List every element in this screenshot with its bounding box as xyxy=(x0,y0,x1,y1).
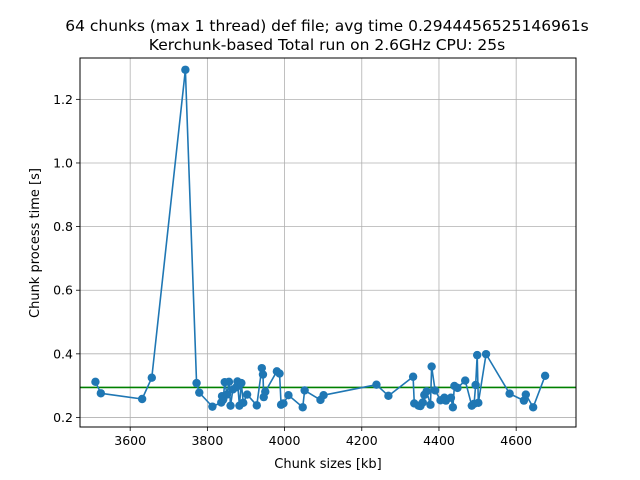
data-point xyxy=(453,383,462,393)
data-point xyxy=(226,401,235,410)
y-tick-label: 0.2 xyxy=(53,410,73,425)
y-tick-label: 0.6 xyxy=(53,283,73,298)
data-point xyxy=(427,362,436,371)
x-axis: 3600 3800 4000 4200 4400 4600 xyxy=(114,427,532,448)
data-point xyxy=(540,371,550,380)
data-point xyxy=(181,65,190,74)
data-point xyxy=(521,390,531,399)
data-point xyxy=(237,378,246,388)
x-tick-label: 4400 xyxy=(423,433,455,448)
chart-title: 64 chunks (max 1 thread) def file; avg t… xyxy=(65,17,588,35)
data-point xyxy=(446,393,456,402)
y-tick-label: 1.0 xyxy=(53,155,73,170)
data-point xyxy=(91,377,100,387)
data-point xyxy=(505,389,514,398)
chart-subtitle: Kerchunk-based Total run on 2.6GHz CPU: … xyxy=(149,36,505,54)
data-point xyxy=(472,350,482,360)
x-tick-label: 4200 xyxy=(346,433,378,448)
data-point xyxy=(252,401,261,410)
data-point xyxy=(279,399,288,408)
y-tick-label: 0.4 xyxy=(53,346,73,361)
data-point xyxy=(422,387,431,396)
data-point xyxy=(372,380,381,389)
data-point xyxy=(258,370,268,379)
data-point xyxy=(257,363,267,373)
data-point xyxy=(481,349,491,359)
data-point xyxy=(300,386,309,395)
x-tick-label: 3600 xyxy=(114,433,146,448)
grid xyxy=(80,58,576,427)
data-point xyxy=(96,389,106,398)
data-point xyxy=(208,402,217,411)
data-point xyxy=(528,403,538,412)
data-point xyxy=(426,400,435,409)
y-tick-label: 1.2 xyxy=(53,92,73,107)
data-point xyxy=(430,386,440,395)
data-point xyxy=(222,390,232,399)
data-point xyxy=(298,403,307,412)
data-point xyxy=(461,376,470,385)
x-axis-label: Chunk sizes [kb] xyxy=(274,457,382,472)
series-group xyxy=(91,65,550,412)
data-point xyxy=(284,390,293,400)
data-point xyxy=(319,390,328,400)
data-point xyxy=(239,398,248,408)
data-point xyxy=(275,369,284,378)
x-tick-label: 3800 xyxy=(191,433,223,448)
data-point xyxy=(261,387,270,396)
data-point xyxy=(408,372,418,381)
data-point xyxy=(384,391,393,401)
x-tick-label: 4600 xyxy=(500,433,532,448)
data-point xyxy=(471,380,480,390)
plot-frame xyxy=(79,57,577,428)
data-point xyxy=(192,378,201,388)
data-point xyxy=(147,373,156,382)
data-point xyxy=(242,390,252,399)
data-point xyxy=(418,398,427,407)
y-axis: 0.2 0.4 0.6 0.8 1.0 1.2 xyxy=(53,92,80,425)
data-point xyxy=(195,388,204,397)
y-tick-label: 0.8 xyxy=(53,219,73,234)
data-point xyxy=(474,398,483,408)
data-point xyxy=(224,377,234,387)
x-tick-label: 4000 xyxy=(269,433,301,448)
y-axis-label: Chunk process time [s] xyxy=(28,168,43,318)
data-point xyxy=(448,403,458,412)
data-point xyxy=(137,394,147,404)
